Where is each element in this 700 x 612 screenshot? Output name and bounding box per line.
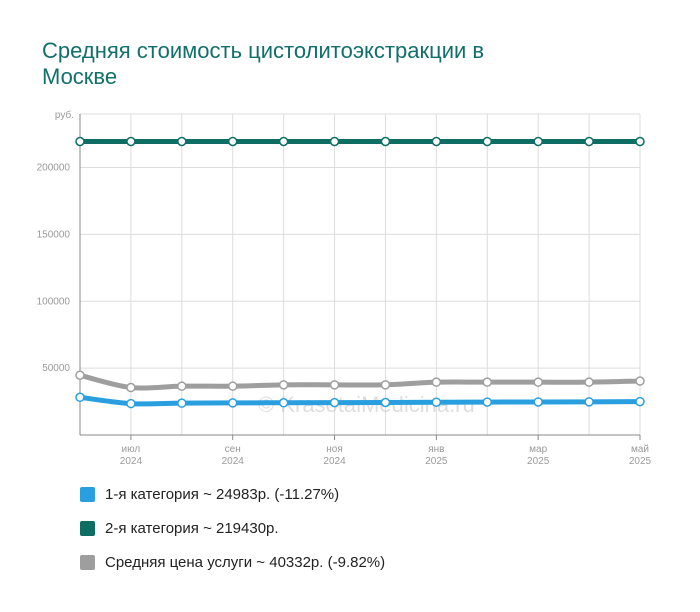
data-point-category-1: [177, 398, 187, 408]
x-tick-label-year: 2024: [323, 456, 346, 467]
data-point-category-2: [126, 136, 136, 147]
x-tick-label-year: 2025: [425, 456, 448, 467]
data-point-average-price: [584, 377, 594, 387]
data-point-category-1: [278, 398, 289, 408]
data-point-category-1: [227, 398, 238, 408]
x-tick-label-month: янв: [428, 444, 444, 455]
data-point-category-2: [75, 136, 85, 147]
data-point-category-2: [635, 136, 645, 147]
chart-title: Средняя стоимость цистолитоэкстракции в …: [42, 38, 485, 89]
data-point-average-price: [431, 377, 442, 387]
data-point-average-price: [126, 382, 136, 393]
data-point-category-2: [278, 136, 289, 147]
series-lines: [77, 139, 643, 407]
legend: 1-я категория ~ 24983р. (-11.27%) 2-я ка…: [80, 484, 385, 586]
data-point-category-1: [584, 397, 594, 407]
data-point-category-2: [227, 136, 238, 147]
data-point-average-price: [177, 381, 187, 391]
x-tick-label-year: 2024: [222, 456, 245, 467]
data-point-category-1: [380, 397, 391, 408]
x-tick-label-year: 2025: [527, 456, 550, 467]
x-tick-label-year: 2025: [629, 456, 652, 467]
data-point-category-2: [380, 136, 391, 147]
data-point-category-1: [75, 392, 85, 403]
data-point-category-1: [482, 397, 493, 407]
data-point-category-2: [482, 136, 493, 147]
y-unit-label: руб.: [55, 109, 74, 121]
x-tick-label-month: мар: [529, 444, 547, 455]
data-point-category-2: [584, 136, 594, 147]
legend-swatch-category-1: [80, 486, 95, 502]
legend-item-average-price[interactable]: Средняя цена услуги ~ 40332р. (-9.82%): [80, 552, 385, 572]
data-point-average-price: [75, 370, 85, 380]
data-point-average-price: [278, 380, 289, 390]
data-point-category-2: [177, 136, 187, 147]
data-point-category-1: [533, 397, 543, 407]
legend-label-category-1: 1-я категория ~ 24983р. (-11.27%): [105, 485, 340, 503]
data-point-category-2: [329, 136, 340, 147]
data-point-average-price: [329, 380, 340, 390]
data-point-category-1: [635, 396, 645, 407]
legend-item-category-2[interactable]: 2-я категория ~ 219430р.: [80, 518, 385, 538]
data-point-average-price: [227, 381, 238, 391]
x-tick-label-month: сен: [225, 444, 241, 455]
data-point-category-2: [533, 136, 543, 147]
series-line-average-price: [77, 372, 643, 391]
x-tick-label-month: май: [631, 444, 649, 455]
legend-label-average-price: Средняя цена услуги ~ 40332р. (-9.82%): [105, 553, 386, 571]
x-tick-label-year: 2024: [120, 456, 143, 467]
y-tick-label: 50000: [42, 363, 70, 374]
y-tick-label: 150000: [37, 229, 71, 240]
legend-swatch-average-price: [80, 554, 95, 570]
data-point-average-price: [635, 376, 645, 386]
data-point-average-price: [482, 377, 493, 387]
x-tick-label-month: ноя: [326, 444, 343, 455]
data-point-category-2: [431, 136, 442, 147]
data-point-average-price: [533, 377, 543, 387]
data-point-category-1: [126, 398, 136, 409]
legend-swatch-category-2: [80, 520, 95, 536]
data-point-average-price: [380, 380, 391, 390]
legend-item-category-1[interactable]: 1-я категория ~ 24983р. (-11.27%): [80, 484, 385, 504]
x-tick-label-month: июл: [122, 444, 141, 455]
data-point-category-1: [431, 397, 442, 407]
data-point-category-1: [329, 397, 340, 408]
series-points: [75, 136, 645, 409]
y-tick-label: 100000: [37, 296, 71, 307]
y-tick-label: 200000: [37, 163, 71, 174]
axis-labels: 50000100000150000200000руб.июл2024сен202…: [37, 109, 652, 467]
legend-label-category-2: 2-я категория ~ 219430р.: [105, 519, 279, 537]
